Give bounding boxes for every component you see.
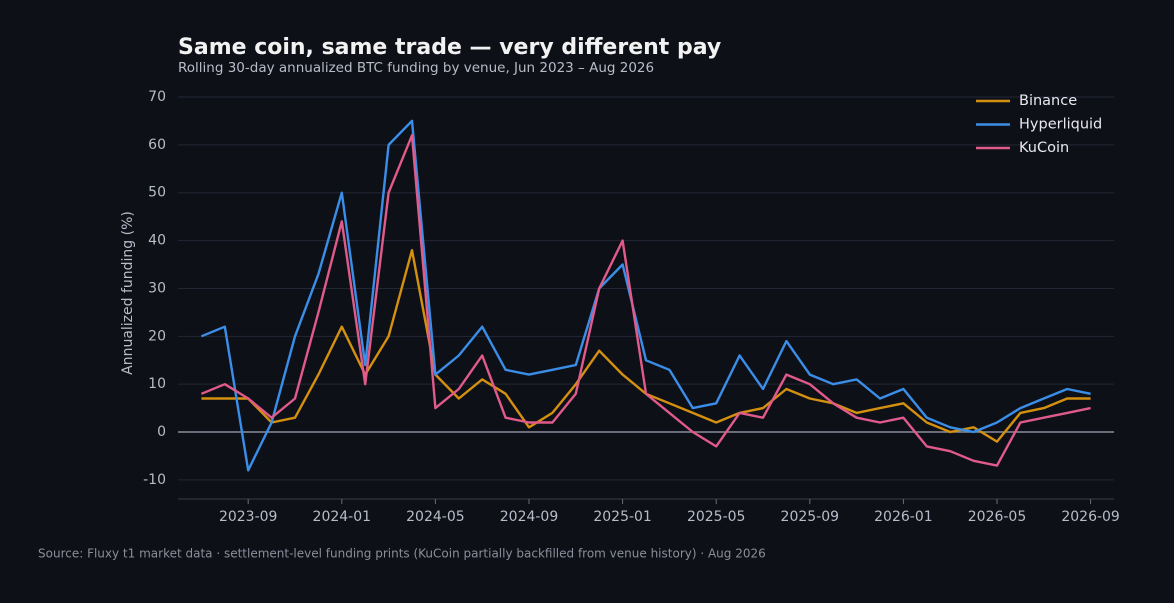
x-tick-label: 2023-09 bbox=[219, 509, 278, 525]
y-tick-label: 10 bbox=[148, 376, 166, 392]
legend-label: Binance bbox=[1019, 93, 1077, 109]
x-tick-label: 2024-09 bbox=[500, 509, 559, 525]
x-tick-label: 2025-05 bbox=[687, 509, 746, 525]
x-tick-label: 2024-01 bbox=[313, 509, 372, 525]
y-tick-label: 40 bbox=[148, 233, 166, 249]
series-line bbox=[200, 119, 1091, 472]
x-tick-label: 2026-05 bbox=[968, 509, 1027, 525]
y-tick-label: 20 bbox=[148, 328, 166, 344]
y-tick-label: 50 bbox=[148, 185, 166, 201]
y-tick-label: -10 bbox=[143, 472, 166, 488]
y-tick-label: 30 bbox=[148, 280, 166, 296]
y-tick-label: 60 bbox=[148, 137, 166, 153]
y-axis-label: Annualized funding (%) bbox=[120, 211, 136, 375]
series-line bbox=[201, 249, 1091, 443]
source-note: Source: Fluxy t1 market data · settlemen… bbox=[38, 547, 766, 561]
x-tick-label: 2025-01 bbox=[593, 509, 652, 525]
x-tick-label: 2026-01 bbox=[874, 509, 933, 525]
legend-label: KuCoin bbox=[1019, 140, 1069, 156]
series-line bbox=[200, 134, 1091, 467]
legend-label: Hyperliquid bbox=[1019, 117, 1102, 133]
y-tick-label: 0 bbox=[157, 424, 166, 440]
x-tick-label: 2026-09 bbox=[1061, 509, 1120, 525]
x-tick-label: 2024-05 bbox=[406, 509, 465, 525]
chart-subtitle: Rolling 30-day annualized BTC funding by… bbox=[178, 60, 654, 76]
y-tick-label: 70 bbox=[148, 89, 166, 105]
chart-title: Same coin, same trade — very different p… bbox=[178, 35, 721, 60]
x-tick-label: 2025-09 bbox=[781, 509, 840, 525]
